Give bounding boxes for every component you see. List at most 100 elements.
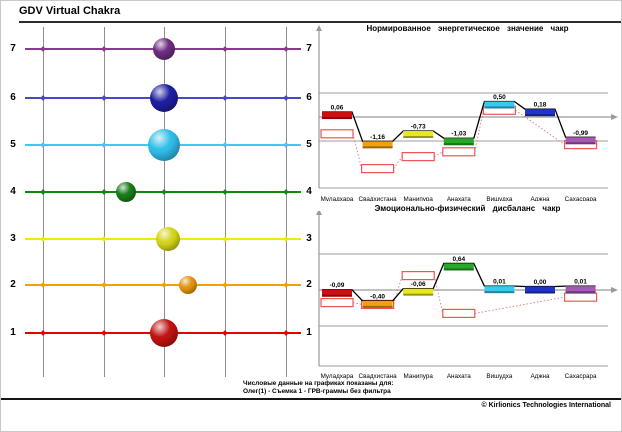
bottom-divider <box>1 398 621 400</box>
reference-outline-bar-Свадхистана <box>360 164 395 174</box>
x-axis-arrow-icon <box>611 114 618 120</box>
chakra-level-number-right: 6 <box>306 92 312 103</box>
chakra-ball-level-3 <box>156 227 180 251</box>
value-bar-shade <box>362 305 393 308</box>
value-bar-shade <box>403 293 434 296</box>
category-label-Анахата: Анахата <box>447 196 471 201</box>
grid-vertical-line <box>43 27 44 377</box>
value-bar-Анахата <box>443 263 474 271</box>
category-label-Вишудха: Вишудха <box>486 196 512 201</box>
value-label-Сахасрара: -0,99 <box>573 130 588 137</box>
value-label-Вишудха: 0,01 <box>493 279 506 286</box>
grid-vertical-line <box>225 27 226 377</box>
value-bar-Аджна <box>525 286 555 294</box>
grid-vertical-line <box>164 27 165 377</box>
chakra-ball-level-1 <box>150 319 178 347</box>
category-label-Аджна: Аджна <box>530 373 550 380</box>
grid-vertical-line <box>286 27 287 377</box>
title-divider <box>19 21 621 23</box>
emotional-imbalance-chart: -0,09 -0,40 -0,06 0,64 0,01 0,00 0,01 Муладхара… <box>316 211 618 380</box>
chakra-level-number-right: 4 <box>306 186 312 197</box>
value-label-Анахата: 0,64 <box>452 256 465 263</box>
category-label-Сахасрара: Сахасрара <box>565 196 597 201</box>
value-bar-Свадхистана <box>362 141 393 149</box>
value-bar-shade <box>322 294 352 297</box>
chakra-level-number-left: 2 <box>10 279 16 290</box>
data-caption: Числовые данные на графиках показаны для… <box>243 380 393 396</box>
value-bar-shade <box>403 136 434 139</box>
value-bar-Свадхистана <box>362 300 393 308</box>
value-bar-Муладхара <box>322 112 352 120</box>
value-bar-Анахата <box>443 138 474 146</box>
value-label-Анахата: -1,03 <box>451 131 466 138</box>
chakra-level-number-left: 5 <box>10 139 16 150</box>
category-label-Манипура: Манипура <box>404 196 434 201</box>
chakra-ball-level-5 <box>148 129 180 161</box>
value-bar-shade <box>443 268 474 271</box>
reference-outline-bar-Манипура <box>401 270 435 281</box>
y-axis-arrow-icon <box>316 25 322 31</box>
y-axis-arrow-icon <box>316 211 322 215</box>
value-bar-shade <box>565 291 596 294</box>
category-label-Вишудха: Вишудха <box>486 373 512 380</box>
reference-dotted-line <box>352 109 565 169</box>
value-label-Муладхара: 0,06 <box>331 105 344 112</box>
reference-outline-bar-Муладхара <box>320 297 354 308</box>
value-bar-shade <box>565 142 596 145</box>
value-label-Свадхистана: -1,16 <box>370 134 385 141</box>
value-bar-shade <box>484 291 515 294</box>
reference-dotted-line <box>352 275 565 314</box>
value-label-Свадхистана: -0,40 <box>370 293 385 300</box>
data-caption-line1: Числовые данные на графиках показаны для… <box>243 380 394 387</box>
chart2-title: Эмоционально-физический дисбаланс чакр <box>374 204 561 213</box>
reference-outline-bar-Сахасрара <box>564 292 598 302</box>
normalized-energy-chart: 0,06 -1,16 -0,73 -1,03 0,50 0,18 -0,99 Муладхар… <box>316 25 618 201</box>
value-bar-shade <box>525 114 555 117</box>
value-label-Вишудха: 0,50 <box>493 94 506 101</box>
category-label-Аджна: Аджна <box>530 196 550 201</box>
chakra-ball-level-4 <box>116 182 136 202</box>
category-label-Анахата: Анахата <box>447 373 471 380</box>
category-label-Свадхистана: Свадхистана <box>359 196 398 201</box>
value-bar-shade <box>525 291 555 294</box>
value-bar-Аджна <box>525 109 555 117</box>
category-label-Муладхара: Муладхара <box>321 373 354 380</box>
x-axis-arrow-icon <box>611 287 618 293</box>
chakra-level-number-right: 1 <box>306 327 312 338</box>
data-caption-line2: Олег(1) - Съемка 1 - ГРВ-граммы без филь… <box>243 388 391 395</box>
reference-outline-bar-Анахата <box>442 147 476 157</box>
chakra-level-number-right: 7 <box>306 43 312 54</box>
chakra-ball-level-7 <box>153 38 175 60</box>
reference-outline-bar-Муладхара <box>320 129 354 139</box>
value-bar-shade <box>443 143 474 146</box>
value-bar-shade <box>362 146 393 149</box>
page-title: GDV Virtual Chakra <box>19 5 121 17</box>
reference-outline-bar-Манипура <box>401 152 435 162</box>
value-label-Манипура: -0,06 <box>411 281 426 288</box>
value-label-Сахасрара: 0,01 <box>574 279 587 286</box>
category-label-Свадхистана: Свадхистана <box>359 373 398 380</box>
value-bar-shade <box>484 106 515 109</box>
value-label-Аджна: 0,18 <box>534 102 547 109</box>
chakra-ball-level-6 <box>150 84 178 112</box>
chart1-title: Нормированное энергетическое значение ча… <box>366 24 569 33</box>
chakra-level-number-left: 7 <box>10 43 16 54</box>
category-label-Сахасрара: Сахасрара <box>565 373 597 380</box>
value-label-Муладхара: -0,09 <box>330 282 345 289</box>
value-bar-Вишудха <box>484 286 515 294</box>
chakra-ball-level-2 <box>179 276 197 294</box>
chakra-level-number-left: 1 <box>10 327 16 338</box>
chakra-level-number-right: 3 <box>306 233 312 244</box>
grid-vertical-line <box>104 27 105 377</box>
value-bar-Манипура <box>403 131 434 139</box>
chakra-level-number-left: 6 <box>10 92 16 103</box>
value-bar-Муладхара <box>322 289 352 297</box>
reference-outline-bar-Анахата <box>442 308 476 319</box>
chakra-level-number-right: 2 <box>306 279 312 290</box>
copyright-text: © Kirlionics Technologies International <box>481 402 612 409</box>
value-bar-Сахасрара <box>565 137 596 145</box>
category-label-Муладхара: Муладхара <box>321 196 354 201</box>
value-bar-Сахасрара <box>565 286 596 294</box>
value-bar-Манипура <box>403 288 434 296</box>
